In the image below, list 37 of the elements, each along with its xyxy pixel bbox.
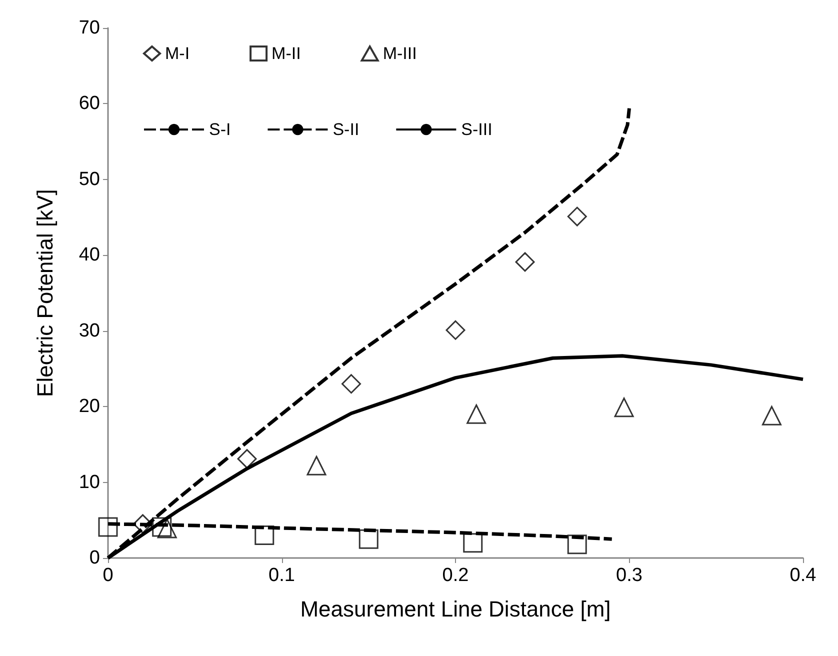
y-tick-label: 20: [78, 396, 100, 418]
point: [98, 517, 118, 537]
point: [614, 398, 634, 418]
y-tick-label: 10: [78, 472, 100, 493]
point: [342, 374, 361, 394]
point: [152, 517, 172, 537]
x-tick-label: 0: [102, 565, 114, 586]
point: [567, 206, 587, 226]
point: [237, 449, 257, 469]
point: [306, 456, 326, 476]
point: [463, 533, 483, 553]
point: [515, 252, 535, 272]
y-tick-label: 30: [78, 320, 100, 342]
y-tick-label: 40: [78, 244, 100, 266]
y-tick-label: 60: [78, 93, 100, 114]
point: [254, 526, 274, 546]
point: [358, 529, 378, 549]
legend-label: M-III: [382, 44, 417, 63]
legend-label: S-I: [209, 120, 231, 139]
point: [466, 404, 486, 424]
x-axis-title: Measurement Line Distance [m]: [300, 596, 611, 622]
x-tick-label: 0.1: [268, 565, 295, 586]
y-tick-label: 0: [89, 548, 100, 568]
x-tick-label: 0.2: [442, 565, 469, 586]
legend-label: M-I: [165, 44, 190, 63]
x-tick-label: 0.3: [616, 565, 642, 586]
y-axis-title: Electric Potential [kV]: [32, 189, 58, 397]
x-tick-label: 0.4: [790, 565, 817, 586]
point: [567, 534, 587, 554]
point: [762, 406, 782, 426]
y-tick-label: 50: [78, 168, 100, 190]
point: [446, 320, 466, 340]
point: [157, 518, 177, 538]
y-tick-label: 70: [78, 18, 100, 38]
legend-label: S-II: [332, 120, 360, 139]
legend-label: M-II: [272, 44, 301, 63]
legend-label: S-III: [461, 120, 492, 139]
